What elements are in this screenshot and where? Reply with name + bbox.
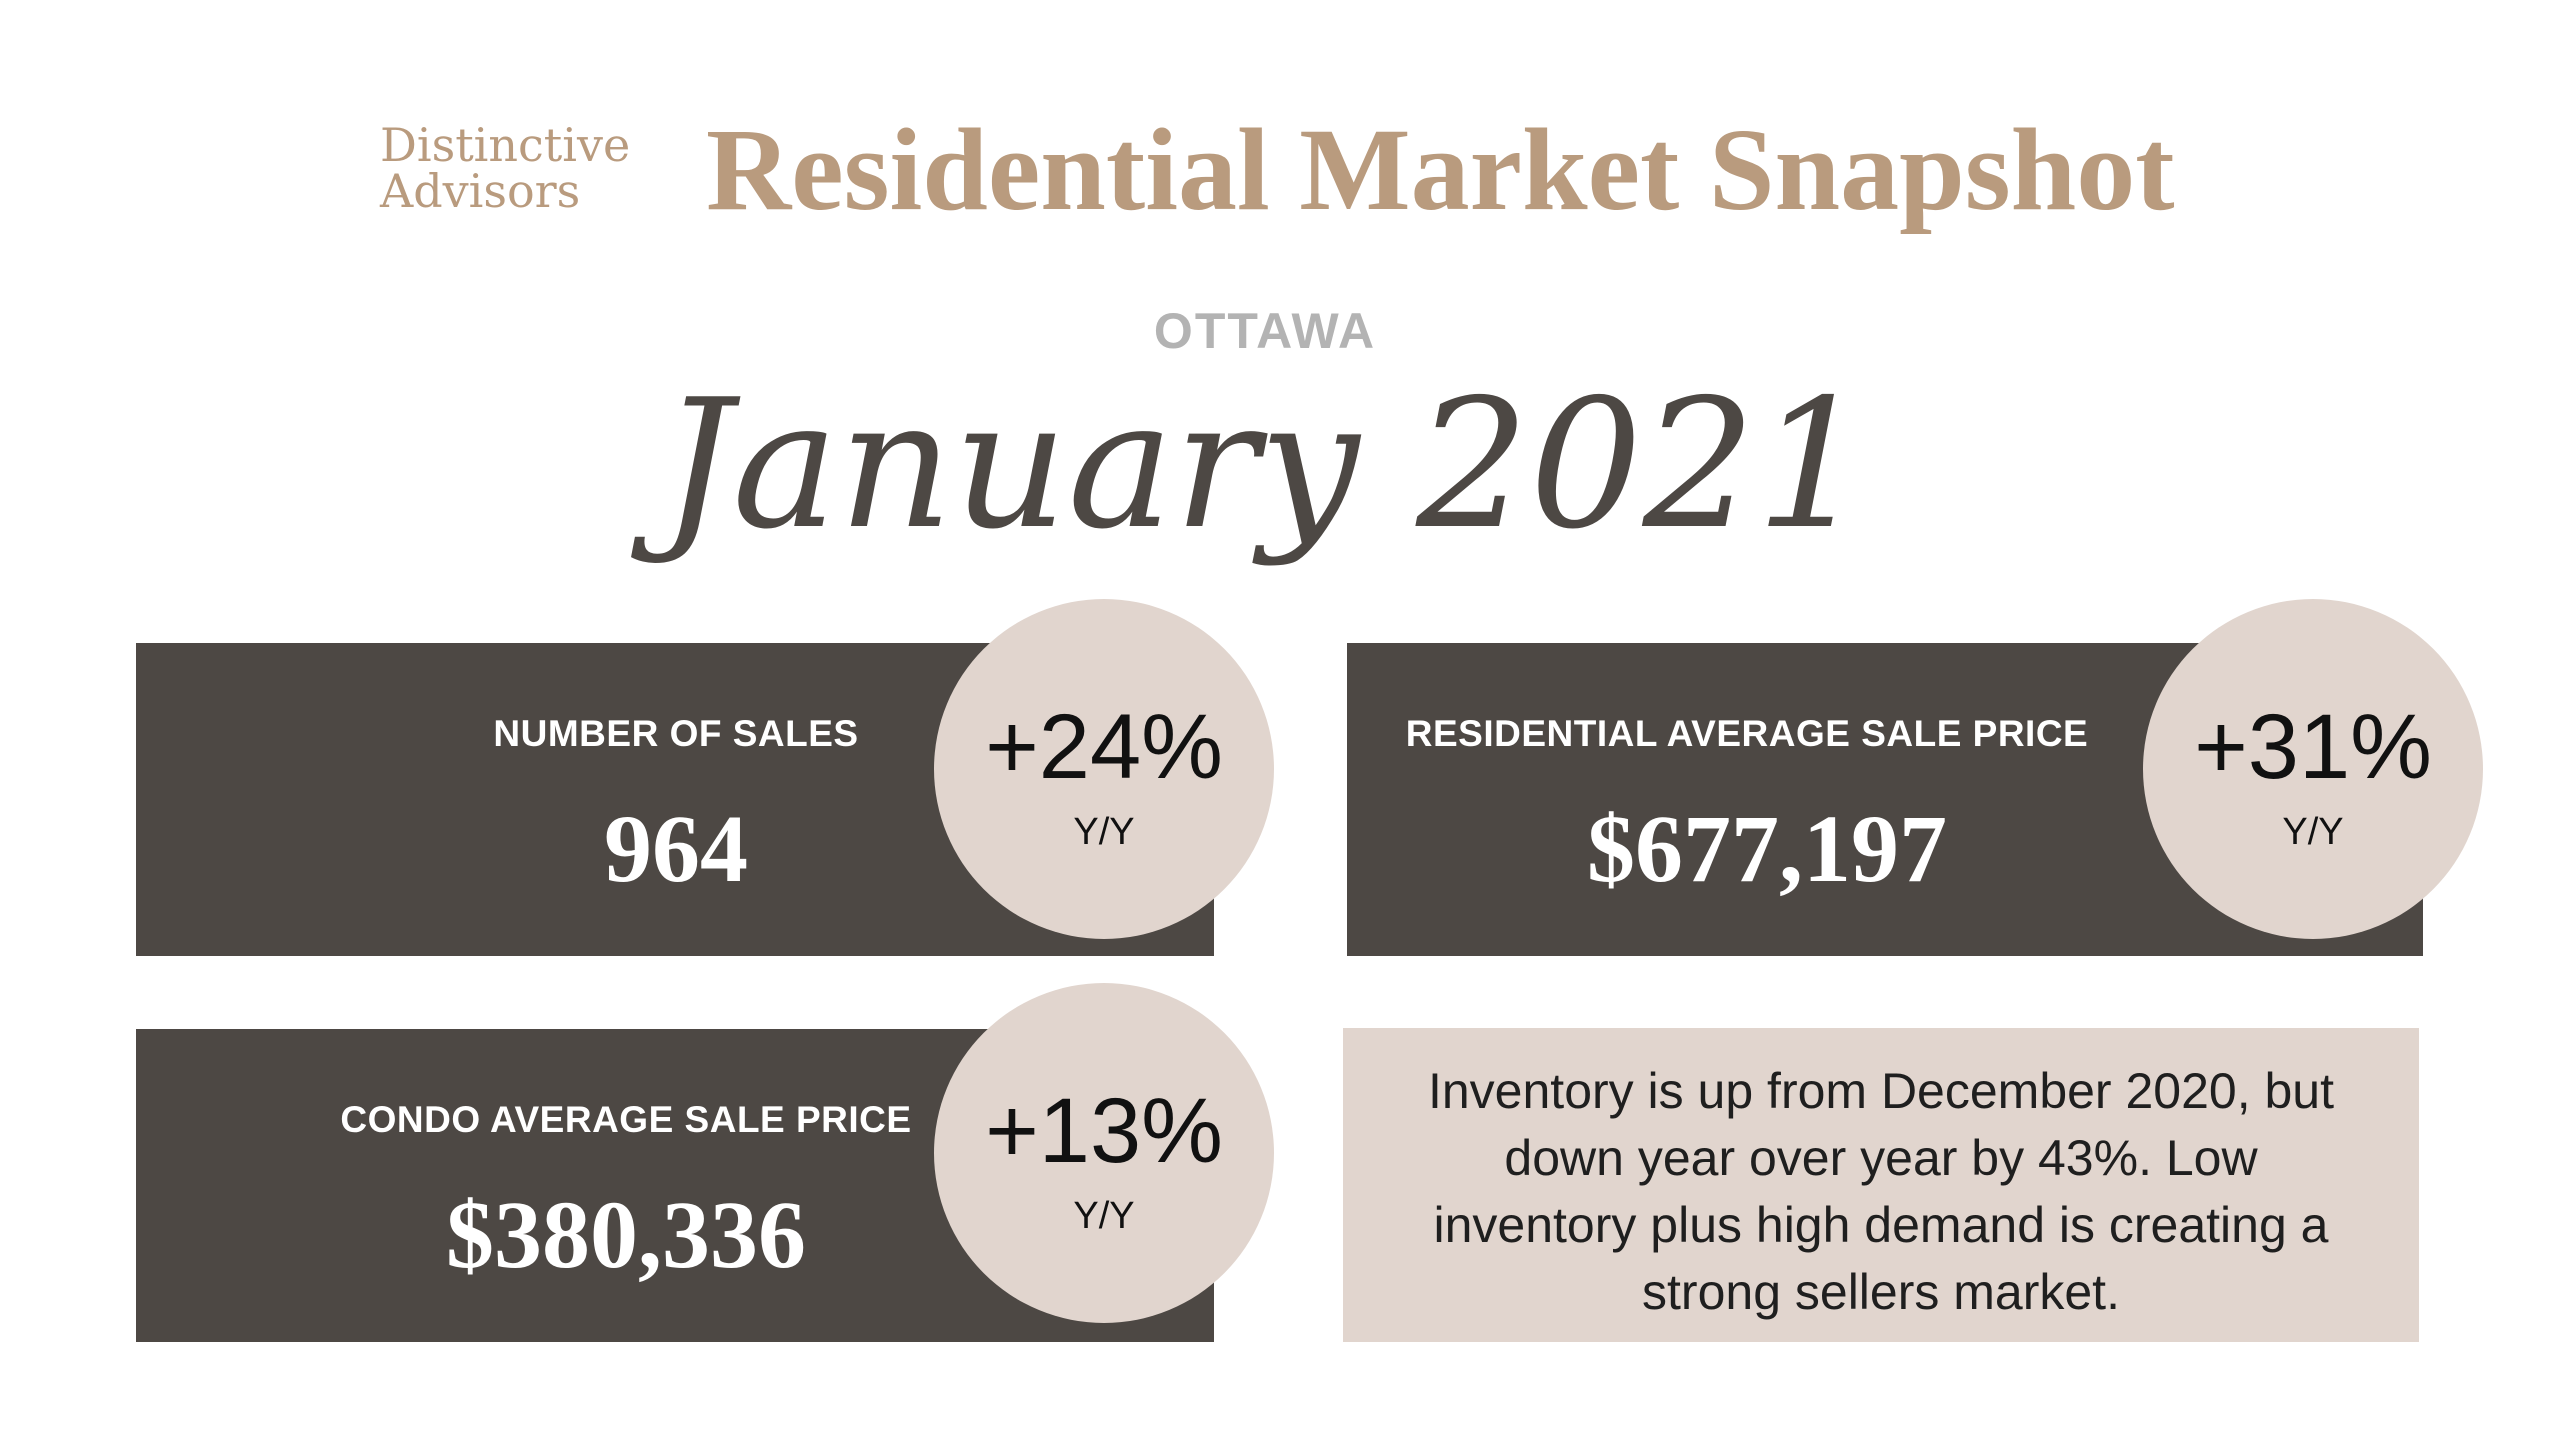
condo-change-unit: Y/Y (1073, 1195, 1135, 1237)
sales-count-label: NUMBER OF SALES (493, 713, 859, 754)
logo-line-2: Advisors (380, 164, 581, 218)
residential-price-label: RESIDENTIAL AVERAGE SALE PRICE (1405, 713, 2089, 754)
sales-change-unit: Y/Y (1073, 811, 1135, 853)
commentary-line: inventory plus high demand is creating a (1433, 1197, 2329, 1253)
condo-price-label: CONDO AVERAGE SALE PRICE (340, 1099, 912, 1140)
residential-change-badge: +31% Y/Y (2143, 599, 2483, 939)
condo-change-badge: +13% Y/Y (934, 983, 1274, 1323)
condo-change-value: +13% (985, 1080, 1223, 1182)
residential-change-unit: Y/Y (2282, 811, 2344, 853)
condo-price-value: $380,336 (446, 1181, 806, 1288)
market-commentary: Inventory is up from December 2020, but … (1343, 1028, 2419, 1342)
residential-price-value: $677,197 (1587, 795, 1947, 902)
commentary-line: down year over year by 43%. Low (1504, 1130, 2258, 1186)
sales-count-value: 964 (604, 795, 748, 902)
commentary-line: strong sellers market. (1642, 1264, 2120, 1320)
sales-change-value: +24% (985, 696, 1223, 798)
logo-line-1: Distinctive (380, 118, 631, 172)
page-title: Residential Market Snapshot (706, 104, 2175, 235)
period-heading: January 2021 (660, 361, 1870, 568)
commentary-line: Inventory is up from December 2020, but (1427, 1063, 2334, 1119)
brand-logo: Distinctive Advisors (380, 122, 630, 214)
sales-change-badge: +24% Y/Y (934, 599, 1274, 939)
city-label: OTTAWA (1153, 303, 1377, 359)
residential-change-value: +31% (2194, 696, 2432, 798)
